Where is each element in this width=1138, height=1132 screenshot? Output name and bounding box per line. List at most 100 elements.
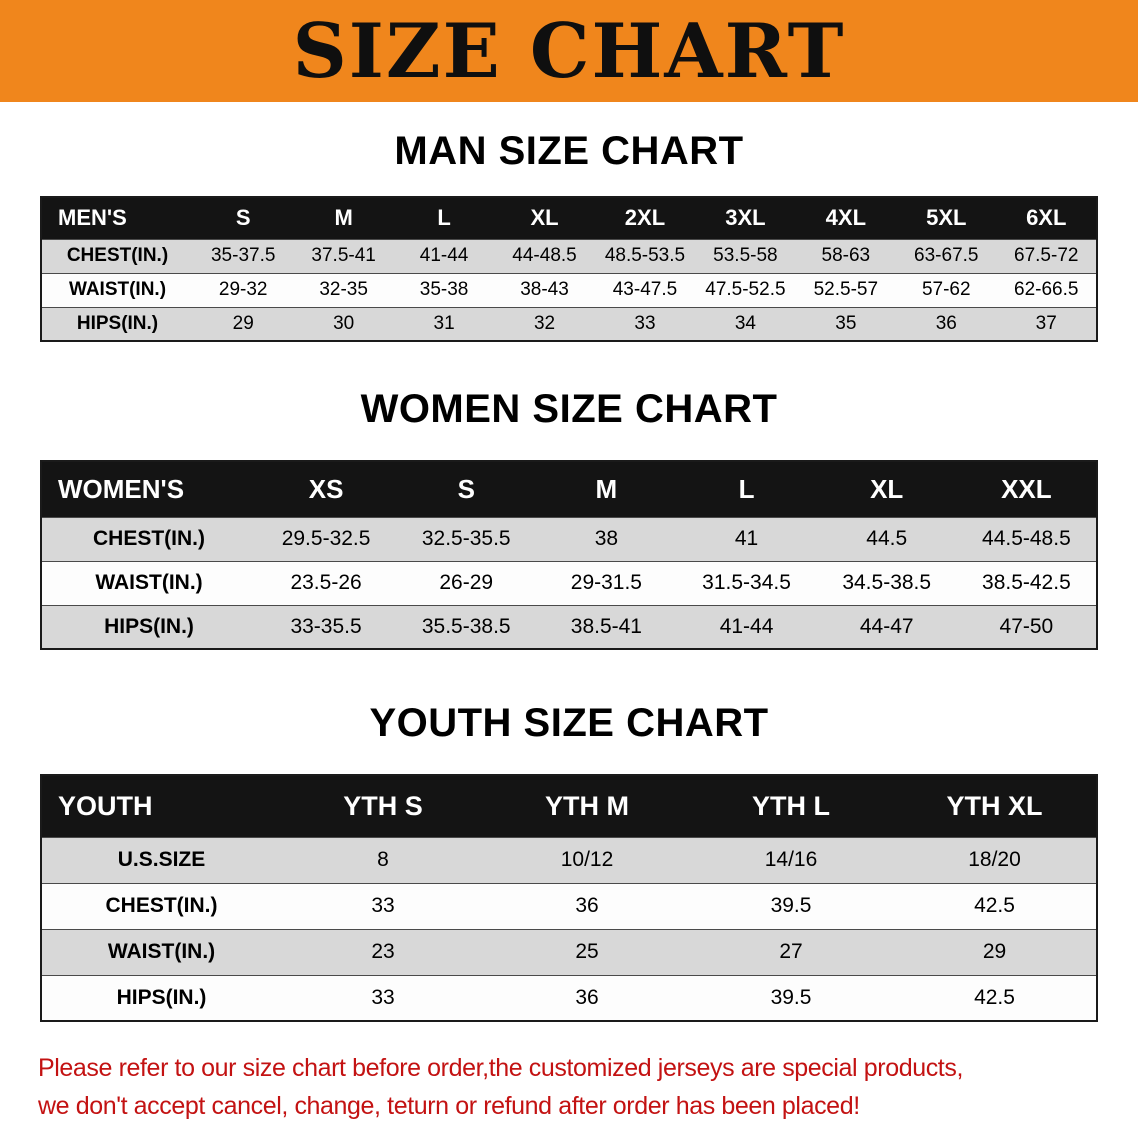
table-cell: 33 xyxy=(594,306,696,341)
table-cell: 35-37.5 xyxy=(193,238,294,273)
youth-header-yth-l: YTH L xyxy=(689,775,893,837)
youth-ussize-label: U.S.SIZE xyxy=(41,836,281,883)
men-header-corner: MEN'S xyxy=(41,197,193,239)
women-chest-row: CHEST(IN.) 29.5-32.5 32.5-35.5 38 41 44.… xyxy=(41,516,1097,561)
disclaimer-line-2: we don't accept cancel, change, teturn o… xyxy=(38,1091,860,1120)
table-cell: 44.5-48.5 xyxy=(956,516,1097,561)
youth-hips-row: HIPS(IN.) 33 36 39.5 42.5 xyxy=(41,974,1097,1021)
women-header-xl: XL xyxy=(816,461,957,517)
youth-header-yth-xl: YTH XL xyxy=(893,775,1097,837)
men-header-6xl: 6XL xyxy=(996,197,1097,239)
women-header-xxl: XXL xyxy=(956,461,1097,517)
table-cell: 36 xyxy=(896,306,997,341)
table-cell: 29-31.5 xyxy=(536,560,677,605)
man-section-title: MAN SIZE CHART xyxy=(394,129,744,173)
table-cell: 32.5-35.5 xyxy=(396,516,537,561)
men-header-3xl: 3XL xyxy=(695,197,796,239)
table-cell: 33-35.5 xyxy=(256,604,397,649)
women-size-table: WOMEN'S XS S M L XL XXL CHEST(IN.) 29.5-… xyxy=(40,460,1098,650)
table-cell: 32 xyxy=(494,306,595,341)
table-cell: 42.5 xyxy=(893,974,1097,1021)
table-cell: 23.5-26 xyxy=(256,560,397,605)
table-cell: 26-29 xyxy=(396,560,537,605)
table-cell: 27 xyxy=(689,928,893,975)
women-chest-label: CHEST(IN.) xyxy=(41,516,256,561)
table-cell: 47-50 xyxy=(956,604,1097,649)
men-chest-label: CHEST(IN.) xyxy=(41,238,193,273)
table-cell: 53.5-58 xyxy=(695,238,796,273)
table-cell: 44.5 xyxy=(816,516,957,561)
table-cell: 35.5-38.5 xyxy=(396,604,537,649)
table-cell: 47.5-52.5 xyxy=(695,272,796,307)
women-hips-row: HIPS(IN.) 33-35.5 35.5-38.5 38.5-41 41-4… xyxy=(41,604,1097,649)
men-header-5xl: 5XL xyxy=(896,197,997,239)
men-waist-label: WAIST(IN.) xyxy=(41,272,193,307)
table-cell: 23 xyxy=(281,928,485,975)
men-header-l: L xyxy=(393,197,495,239)
youth-section-title: YOUTH SIZE CHART xyxy=(369,701,769,745)
table-cell: 30 xyxy=(293,306,394,341)
table-cell: 38.5-41 xyxy=(536,604,677,649)
size-chart-banner: SIZE CHART xyxy=(0,0,1138,102)
table-cell: 32-35 xyxy=(293,272,394,307)
table-cell: 67.5-72 xyxy=(996,238,1097,273)
table-cell: 62-66.5 xyxy=(996,272,1097,307)
table-cell: 10/12 xyxy=(485,836,689,883)
table-cell: 33 xyxy=(281,882,485,929)
men-header-2xl: 2XL xyxy=(594,197,696,239)
table-cell: 38 xyxy=(536,516,677,561)
table-cell: 14/16 xyxy=(689,836,893,883)
women-header-l: L xyxy=(676,461,817,517)
disclaimer-line-1: Please refer to our size chart before or… xyxy=(38,1054,963,1082)
men-waist-row: WAIST(IN.) 29-32 32-35 35-38 38-43 43-47… xyxy=(41,272,1097,307)
table-cell: 41-44 xyxy=(393,238,495,273)
women-hips-label: HIPS(IN.) xyxy=(41,604,256,649)
men-header-m: M xyxy=(293,197,394,239)
youth-header-row: YOUTH YTH S YTH M YTH L YTH XL xyxy=(41,775,1097,837)
men-chest-row: CHEST(IN.) 35-37.5 37.5-41 41-44 44-48.5… xyxy=(41,238,1097,273)
youth-size-table: YOUTH YTH S YTH M YTH L YTH XL U.S.SIZE … xyxy=(40,774,1098,1022)
table-cell: 34 xyxy=(695,306,796,341)
table-cell: 42.5 xyxy=(893,882,1097,929)
banner-title: SIZE CHART xyxy=(292,6,846,95)
table-cell: 44-47 xyxy=(816,604,957,649)
table-cell: 37.5-41 xyxy=(293,238,394,273)
table-cell: 31 xyxy=(393,306,495,341)
table-cell: 36 xyxy=(485,974,689,1021)
youth-hips-label: HIPS(IN.) xyxy=(41,974,281,1021)
table-cell: 41 xyxy=(676,516,817,561)
men-header-4xl: 4XL xyxy=(795,197,897,239)
table-cell: 34.5-38.5 xyxy=(816,560,957,605)
women-header-xs: XS xyxy=(256,461,397,517)
men-header-s: S xyxy=(193,197,294,239)
women-section-title: WOMEN SIZE CHART xyxy=(360,387,778,431)
table-cell: 31.5-34.5 xyxy=(676,560,817,605)
table-cell: 35-38 xyxy=(393,272,495,307)
men-hips-row: HIPS(IN.) 29 30 31 32 33 34 35 36 37 xyxy=(41,306,1097,341)
youth-ussize-row: U.S.SIZE 8 10/12 14/16 18/20 xyxy=(41,836,1097,883)
women-header-row: WOMEN'S XS S M L XL XXL xyxy=(41,461,1097,517)
table-cell: 33 xyxy=(281,974,485,1021)
table-cell: 39.5 xyxy=(689,974,893,1021)
youth-header-yth-s: YTH S xyxy=(281,775,485,837)
youth-header-yth-m: YTH M xyxy=(485,775,689,837)
table-cell: 18/20 xyxy=(893,836,1097,883)
table-cell: 41-44 xyxy=(676,604,817,649)
men-header-xl: XL xyxy=(494,197,595,239)
table-cell: 52.5-57 xyxy=(795,272,897,307)
table-cell: 63-67.5 xyxy=(896,238,997,273)
women-header-m: M xyxy=(536,461,677,517)
youth-chest-label: CHEST(IN.) xyxy=(41,882,281,929)
table-cell: 43-47.5 xyxy=(594,272,696,307)
table-cell: 48.5-53.5 xyxy=(594,238,696,273)
men-header-row: MEN'S S M L XL 2XL 3XL 4XL 5XL 6XL xyxy=(41,197,1097,239)
table-cell: 35 xyxy=(795,306,897,341)
disclaimer-note: Please refer to our size chart before or… xyxy=(0,1050,1138,1125)
men-hips-label: HIPS(IN.) xyxy=(41,306,193,341)
women-waist-label: WAIST(IN.) xyxy=(41,560,256,605)
table-cell: 29 xyxy=(893,928,1097,975)
men-size-table: MEN'S S M L XL 2XL 3XL 4XL 5XL 6XL CHEST… xyxy=(40,196,1098,342)
women-header-s: S xyxy=(396,461,537,517)
table-cell: 58-63 xyxy=(795,238,897,273)
table-cell: 38-43 xyxy=(494,272,595,307)
